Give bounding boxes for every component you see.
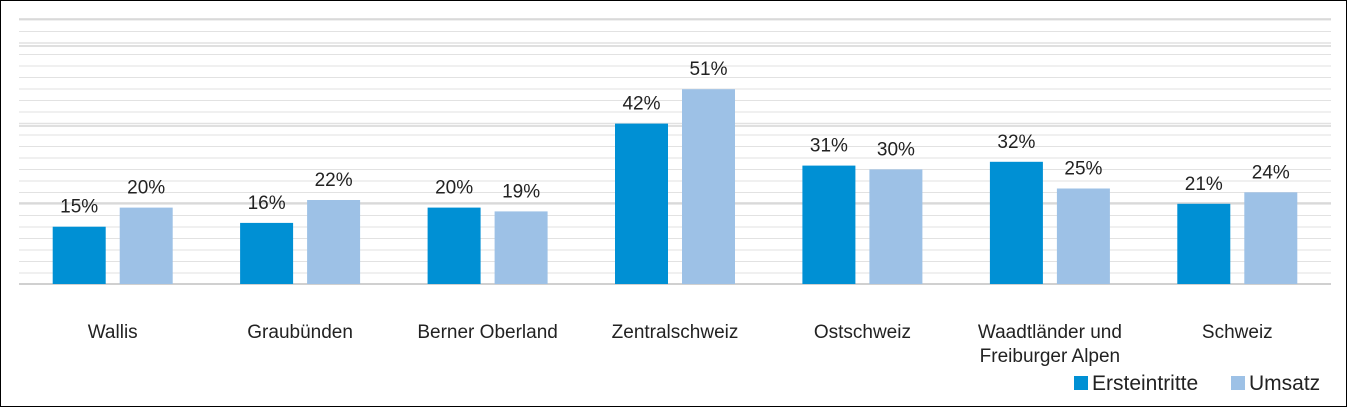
bar-umsatz-1 <box>307 200 361 284</box>
bar-umsatz-2 <box>494 211 548 284</box>
data-label-ersteintritte-6: 21% <box>1185 174 1223 195</box>
bar-umsatz-4 <box>869 169 923 284</box>
category-label-6: Schweiz <box>1202 322 1273 343</box>
bar-ersteintritte-2 <box>427 207 481 284</box>
category-label-3: Zentralschweiz <box>612 322 739 343</box>
legend-swatch-umsatz <box>1231 376 1245 390</box>
data-label-umsatz-4: 30% <box>877 139 915 160</box>
bars <box>52 89 1298 284</box>
bar-umsatz-5 <box>1056 188 1110 284</box>
data-labels: 15% 20% 16% 22% 20% 19% 42% 51% 31% 30% 32% 25% 21% 2… <box>60 59 1290 218</box>
data-label-umsatz-0: 20% <box>127 178 165 199</box>
bar-umsatz-0 <box>119 207 173 284</box>
category-label-5: Waadtländer und <box>978 322 1122 343</box>
category-label-4: Ostschweiz <box>814 322 911 343</box>
category-label-0: Wallis <box>88 322 138 343</box>
category-labels: Wallis Graubünden Berner Oberland Zentralsc… <box>88 322 1273 367</box>
legend: Ersteintritte Umsatz <box>1074 372 1320 395</box>
data-label-ersteintritte-5: 32% <box>997 132 1035 153</box>
data-label-umsatz-1: 22% <box>315 170 353 191</box>
bar-ersteintritte-4 <box>802 165 856 284</box>
data-label-umsatz-5: 25% <box>1064 159 1102 180</box>
legend-label-ersteintritte: Ersteintritte <box>1092 372 1198 395</box>
category-label-1: Graubünden <box>247 322 353 343</box>
bar-ersteintritte-6 <box>1177 203 1231 284</box>
bar-umsatz-6 <box>1244 192 1298 284</box>
data-label-ersteintritte-1: 16% <box>248 193 286 214</box>
bar-ersteintritte-3 <box>615 123 668 284</box>
legend-swatch-ersteintritte <box>1074 376 1088 390</box>
data-label-ersteintritte-2: 20% <box>435 178 473 199</box>
bar-umsatz-3 <box>682 89 735 284</box>
data-label-ersteintritte-3: 42% <box>622 94 660 115</box>
category-label-2: Berner Oberland <box>417 322 557 343</box>
data-label-umsatz-6: 24% <box>1252 162 1290 183</box>
data-label-ersteintritte-4: 31% <box>810 136 848 157</box>
data-label-umsatz-3: 51% <box>689 59 727 80</box>
bar-ersteintritte-1 <box>240 222 294 284</box>
category-label-5: Freiburger Alpen <box>980 346 1120 367</box>
data-label-ersteintritte-0: 15% <box>60 197 98 218</box>
gridlines <box>19 18 1331 285</box>
data-label-umsatz-2: 19% <box>502 181 540 202</box>
bar-ersteintritte-0 <box>52 226 106 284</box>
bar-ersteintritte-5 <box>989 161 1043 284</box>
legend-label-umsatz: Umsatz <box>1249 372 1320 395</box>
